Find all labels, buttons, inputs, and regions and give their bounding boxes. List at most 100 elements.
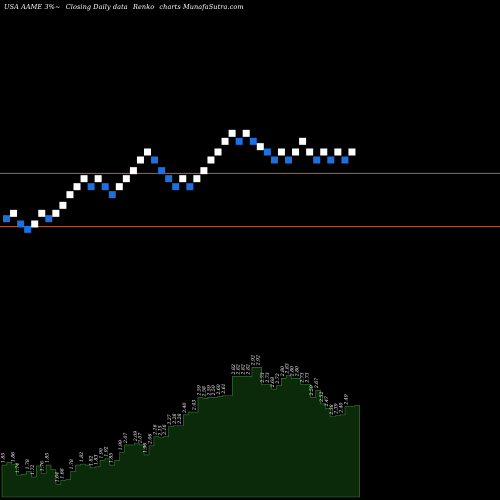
chart-kind-label: Renko	[132, 3, 155, 11]
level-lines	[0, 172, 500, 228]
renko-brick-down	[235, 137, 243, 145]
price-area-fill	[1, 367, 360, 498]
price-label: 2.49	[344, 394, 350, 405]
renko-brick-down	[17, 220, 25, 228]
renko-brick-down	[24, 225, 32, 233]
price-label: 2.73	[265, 372, 271, 383]
price-label: 2.68	[270, 377, 276, 388]
price-label: 1.78	[69, 459, 75, 469]
renko-brick-up	[179, 175, 187, 183]
price-label: 2.59	[206, 385, 212, 396]
renko-brick-up	[348, 148, 356, 156]
price-label: 1.78	[25, 459, 31, 469]
price-label: 1.72	[30, 465, 36, 475]
price-label: 2.92	[250, 355, 256, 366]
renko-brick-down	[101, 183, 109, 191]
renko-brick-up	[299, 137, 307, 145]
renko-brick-up	[129, 167, 137, 175]
renko-brick-up	[31, 220, 39, 228]
renko-brick-up	[94, 175, 102, 183]
price-label: 2.73	[260, 372, 266, 383]
renko-brick-up	[214, 148, 222, 156]
price-label: 2.82	[236, 364, 242, 375]
renko-brick-up	[73, 183, 81, 191]
price-label: 2.47	[324, 396, 330, 407]
renko-brick-down	[172, 183, 180, 191]
price-label: 2.80	[290, 366, 296, 377]
price-label: 2.07	[138, 433, 144, 444]
price-label: 2.59	[309, 385, 315, 396]
renko-brick-up	[228, 129, 236, 137]
price-area-labels: 1.85 1.861.74 1.781.72 1.761.851.64 1.681.78…	[1, 355, 350, 482]
renko-brick-up	[10, 209, 18, 217]
price-label: 2.72	[275, 373, 281, 384]
renko-brick-up	[242, 129, 250, 137]
source-label: charts MunafaSutra.com	[159, 3, 244, 11]
price-label: 2.16	[162, 424, 168, 435]
renko-brick-up	[136, 156, 144, 164]
price-label: 2.83	[285, 363, 291, 374]
price-label: 2.38	[329, 404, 335, 415]
price-label: 2.67	[314, 378, 320, 389]
renko-brick-down	[263, 148, 271, 156]
price-label: 2.82	[246, 364, 252, 375]
price-label: 2.09	[133, 431, 139, 442]
price-label: 2.27	[167, 414, 173, 425]
price-label: 1.85	[1, 453, 7, 463]
price-label: 1.92	[103, 446, 109, 456]
renko-brick-down	[87, 183, 95, 191]
data-description: Closing Daily data	[65, 3, 128, 11]
renko-brick-down	[285, 156, 292, 164]
renko-brick-down	[3, 215, 10, 223]
price-label: 2.58	[201, 386, 207, 397]
price-label: 2.43	[192, 400, 198, 411]
renko-brick-up	[115, 183, 123, 191]
renko-brick-up	[292, 148, 300, 156]
price-label: 1.85	[45, 453, 51, 463]
renko-brick-down	[313, 156, 321, 164]
price-label: 2.80	[280, 366, 286, 377]
renko-brick-down	[327, 156, 335, 164]
price-label: 2.80	[295, 366, 301, 377]
price-label: 2.60	[216, 384, 222, 395]
chart-header: USA AAME 3%~ Closing Daily data Renko ch…	[4, 3, 247, 11]
renko-brick-up	[200, 167, 208, 175]
renko-brick-up	[306, 148, 314, 156]
price-label: 2.59	[211, 385, 217, 396]
renko-brick-up	[320, 148, 328, 156]
price-label: 2.61	[221, 383, 227, 394]
renko-brick-up	[221, 137, 229, 145]
price-label: 2.40	[182, 402, 188, 413]
renko-bricks	[3, 129, 356, 233]
price-label: 2.28	[177, 413, 183, 424]
price-label: 2.73	[299, 372, 305, 383]
price-label: 1.90	[99, 448, 105, 458]
price-label: 2.15	[157, 425, 163, 436]
price-label: 1.68	[59, 468, 65, 478]
renko-brick-down	[270, 156, 278, 164]
renko-brick-up	[207, 156, 215, 164]
price-label: 2.52	[319, 392, 325, 403]
renko-brick-up	[52, 209, 60, 217]
renko-brick-up	[144, 148, 151, 156]
renko-brick-up	[256, 143, 264, 151]
price-label: 2.39	[334, 403, 340, 414]
price-label: 1.86	[10, 452, 16, 462]
price-label: 2.59	[197, 385, 203, 396]
price-label: 2.82	[241, 364, 247, 375]
renko-brick-up	[277, 148, 285, 156]
renko-brick-up	[59, 201, 67, 209]
renko-brick-down	[158, 167, 166, 175]
renko-brick-up	[66, 191, 74, 199]
renko-brick-down	[341, 156, 349, 164]
price-label: 2.73	[304, 372, 310, 383]
price-label: 1.82	[79, 452, 85, 462]
price-label: 2.28	[172, 413, 178, 424]
renko-brick-up	[122, 175, 130, 183]
renko-brick-down	[249, 137, 257, 145]
price-label: 2.92	[255, 355, 261, 366]
price-label: 1.74	[15, 463, 21, 473]
price-label: 2.07	[123, 433, 129, 444]
price-label: 1.83	[94, 455, 100, 465]
